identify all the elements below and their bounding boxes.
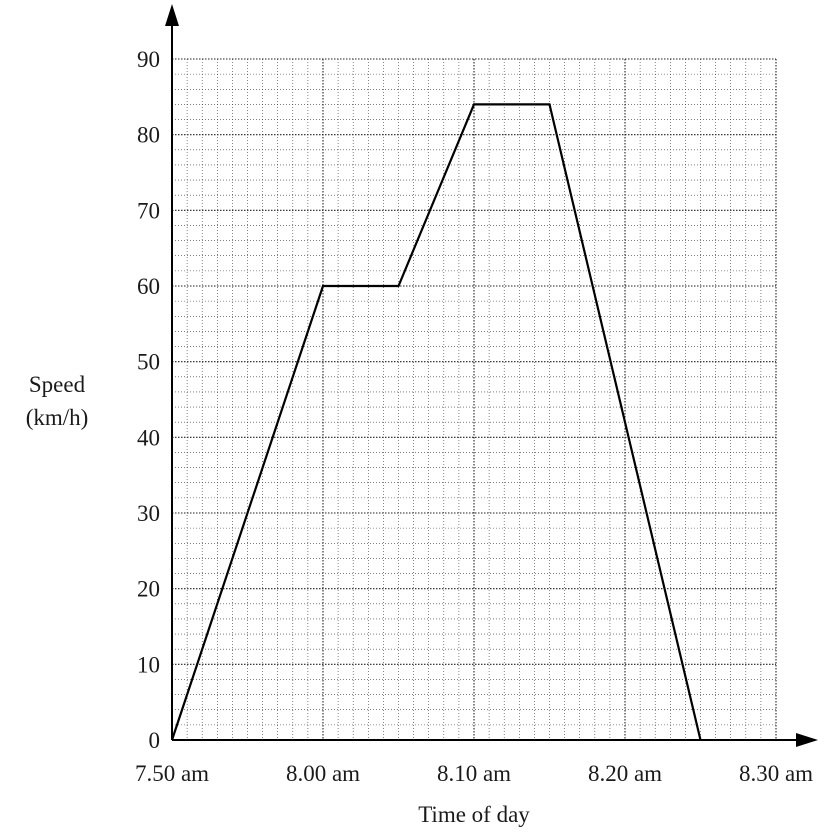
major-gridlines: [172, 58, 777, 740]
x-axis-label: Time of day: [418, 802, 530, 827]
y-tick-label: 10: [137, 652, 160, 677]
y-tick-label: 30: [137, 501, 160, 526]
y-axis-label-line-2: (km/h): [26, 405, 89, 430]
y-tick-label: 90: [137, 47, 160, 72]
y-axis-label-line-1: Speed: [29, 372, 86, 397]
x-tick-label: 8.10 am: [437, 761, 511, 786]
y-tick-label: 50: [137, 350, 160, 375]
minor-gridlines: [172, 59, 776, 740]
series-layer: [170, 103, 702, 741]
axes: [165, 4, 818, 747]
y-tick-label: 70: [137, 198, 160, 223]
x-tick-label: 8.20 am: [588, 761, 662, 786]
x-tick-label: 7.50 am: [135, 761, 209, 786]
y-tick-labels: 0 10 20 30 40 50 60 70 80 90: [137, 47, 160, 753]
y-tick-label: 40: [137, 425, 160, 450]
y-tick-label: 20: [137, 577, 160, 602]
x-tick-label: 8.30 am: [739, 761, 813, 786]
y-tick-label: 0: [149, 728, 161, 753]
y-tick-label: 60: [137, 274, 160, 299]
x-tick-label: 8.00 am: [286, 761, 360, 786]
series-line: [170, 103, 702, 741]
y-axis-arrowhead: [165, 4, 179, 26]
y-tick-label: 80: [137, 123, 160, 148]
x-tick-labels: 7.50 am 8.00 am 8.10 am 8.20 am 8.30 am: [135, 761, 813, 786]
x-axis-arrowhead: [796, 733, 818, 747]
